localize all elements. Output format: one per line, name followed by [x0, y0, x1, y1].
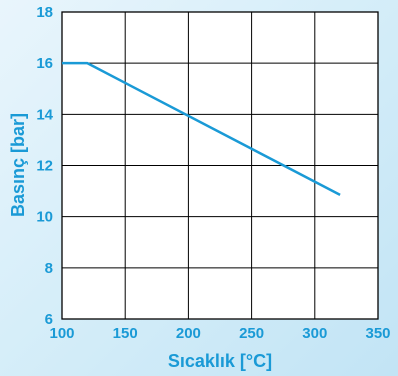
x-tick-labels: 100 150 200 250 300 350 [49, 325, 390, 342]
x-tick-label: 150 [113, 325, 138, 342]
y-tick-label: 10 [36, 209, 53, 226]
y-tick-label: 16 [36, 55, 53, 72]
y-tick-labels: 6 8 10 12 14 16 18 [36, 4, 53, 328]
x-tick-label: 300 [302, 325, 327, 342]
x-axis-title: Sıcaklık [°C] [168, 351, 272, 371]
series-line [62, 61, 341, 197]
plot-border [61, 11, 379, 320]
y-tick-label: 18 [36, 4, 53, 21]
y-tick-label: 12 [36, 158, 53, 175]
grid [61, 11, 379, 320]
y-tick-label: 6 [45, 311, 53, 328]
y-tick-label: 8 [45, 260, 53, 277]
x-tick-label: 100 [49, 325, 74, 342]
x-tick-label: 250 [239, 325, 264, 342]
x-tick-label: 200 [176, 325, 201, 342]
x-tick-label: 350 [365, 325, 390, 342]
y-axis-title: Basınç [bar] [8, 113, 28, 217]
y-tick-label: 14 [36, 106, 53, 123]
series-group [62, 61, 341, 197]
